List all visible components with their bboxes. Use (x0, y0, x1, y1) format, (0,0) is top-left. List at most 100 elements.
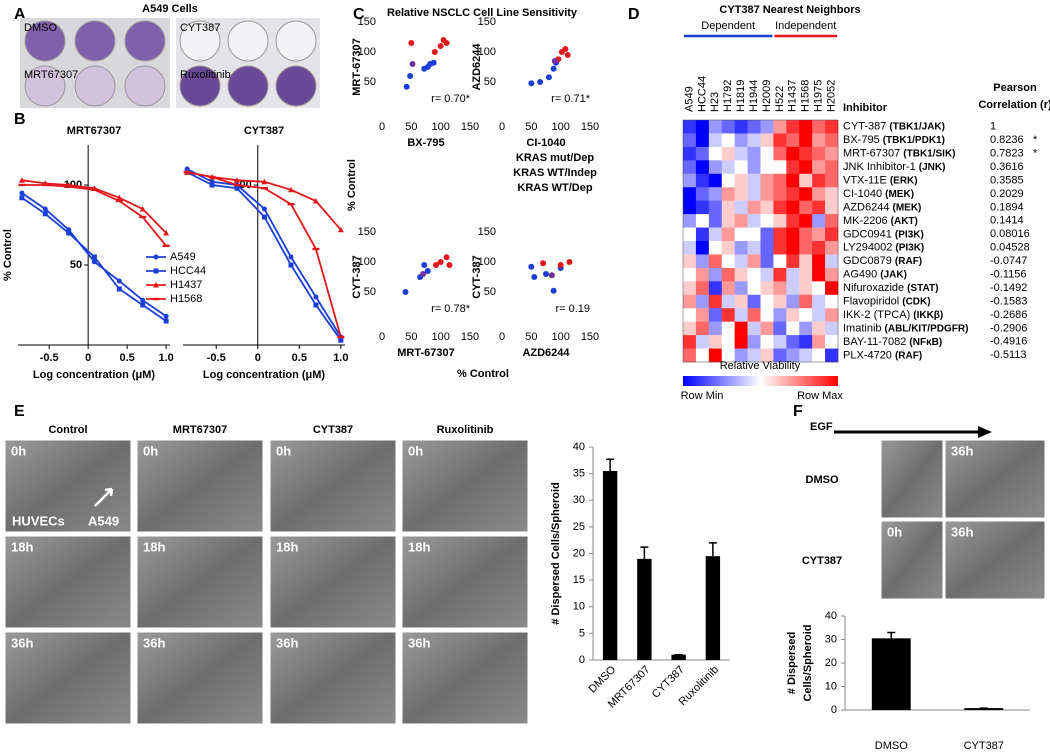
heat-cell (721, 187, 735, 201)
heat-cell (695, 187, 710, 201)
heat-cell (747, 321, 761, 336)
heat-cell (708, 133, 723, 148)
heat-cell (721, 321, 735, 336)
data-point (312, 247, 320, 251)
heat-cell (734, 173, 748, 188)
y-tick-label: 0 (831, 704, 837, 716)
heat-cell (747, 227, 761, 242)
column-label: A549 (683, 86, 695, 112)
data-point (18, 177, 25, 183)
heat-cell (760, 335, 774, 349)
heat-cell (734, 160, 748, 175)
row-label: GDC0879 (RAF) (843, 255, 922, 267)
heat-cell (747, 120, 761, 134)
target: (RAF) (895, 256, 922, 267)
target: (JAK) (880, 269, 907, 280)
heat-cell (825, 160, 839, 175)
well-label: MRT67307 (24, 69, 78, 81)
time-label: 36h (408, 635, 430, 650)
column-label: H1792 (722, 80, 734, 112)
inhibitor-name: BAY-11-7082 (843, 336, 906, 348)
heat-cell (695, 241, 710, 255)
correlation: 0.7823 (990, 148, 1024, 160)
x-tick-label: 0.5 (119, 352, 134, 364)
heatmap-frame (682, 119, 839, 363)
data-point (209, 182, 215, 188)
well (24, 65, 66, 107)
inhibitor-name: PLX-4720 (843, 349, 892, 361)
photo (136, 631, 264, 725)
heat-cell (695, 348, 710, 363)
heat-cell (799, 267, 813, 282)
y-axis-label: % Control (2, 229, 14, 281)
heat-cell (773, 227, 787, 242)
row-label: CI-1040 (MEK) (843, 188, 914, 200)
heat-cell (773, 348, 787, 363)
heat-cell (734, 133, 748, 148)
data-point (537, 79, 544, 85)
data-point (288, 186, 294, 193)
row-label: CYT387 (802, 555, 842, 567)
data-point (545, 74, 552, 81)
heat-cell (683, 308, 697, 322)
column-header: MRT67307 (173, 424, 227, 436)
heat-cell (799, 227, 813, 242)
data-point (116, 278, 122, 284)
heat-cell (747, 133, 761, 148)
heat-cell (695, 120, 710, 134)
x-tick-label: 0.5 (292, 352, 307, 364)
well-label: Ruxolitinib (180, 69, 231, 81)
row-label: CYT-387 (TBK1/JAK) (843, 121, 945, 133)
heat-cell (786, 173, 800, 188)
heat-cell (747, 254, 761, 269)
photo (269, 535, 397, 629)
heat-cell (799, 120, 813, 134)
data-point (421, 262, 428, 268)
heat-cell (708, 308, 723, 322)
heat-cell (683, 214, 697, 228)
data-point (42, 206, 48, 212)
y-tick-label: 35 (573, 468, 585, 480)
heat-cell (747, 173, 761, 188)
correlation: 0.1414 (990, 215, 1024, 227)
inhibitor-name: MRT-67307 (843, 148, 900, 160)
heat-cell (734, 120, 748, 134)
heat-cell (721, 160, 735, 175)
data-point (551, 58, 558, 64)
heat-cell (799, 294, 813, 309)
data-point (446, 262, 453, 268)
data-point (337, 226, 344, 233)
heat-cell (812, 335, 826, 349)
x-tick-label: 0 (255, 352, 261, 364)
heat-cell (799, 254, 813, 269)
heat-cell (695, 254, 710, 269)
heat-cell (812, 214, 826, 228)
data-point (409, 61, 416, 67)
data-point (139, 215, 147, 219)
heat-cell (721, 227, 735, 242)
row-label: JNK Inhibitor-1 (JNK) (843, 161, 945, 173)
target: (ERK) (890, 175, 918, 186)
heat-cell (825, 267, 839, 282)
data-point (261, 214, 267, 220)
heat-cell (799, 335, 813, 349)
heat-cell (683, 254, 697, 269)
heat-cell (760, 267, 774, 282)
x-tick-label: 50 (525, 121, 537, 133)
y-tick-label: 50 (70, 259, 82, 271)
heat-cell (721, 120, 735, 134)
heat-cell (786, 227, 800, 242)
correlation: -0.1492 (990, 282, 1027, 294)
legend-label: KRAS mut/Dep (516, 152, 595, 164)
heat-cell (683, 120, 697, 134)
data-point (312, 198, 319, 204)
correlation: -0.5113 (990, 349, 1027, 361)
heat-cell (734, 187, 748, 201)
data-point (562, 46, 569, 52)
data-point (443, 40, 450, 46)
time-label: 18h (408, 539, 430, 554)
column-label: H2052 (825, 80, 837, 112)
heat-cell (708, 146, 723, 161)
heat-cell (773, 214, 787, 228)
heat-cell (825, 227, 839, 242)
